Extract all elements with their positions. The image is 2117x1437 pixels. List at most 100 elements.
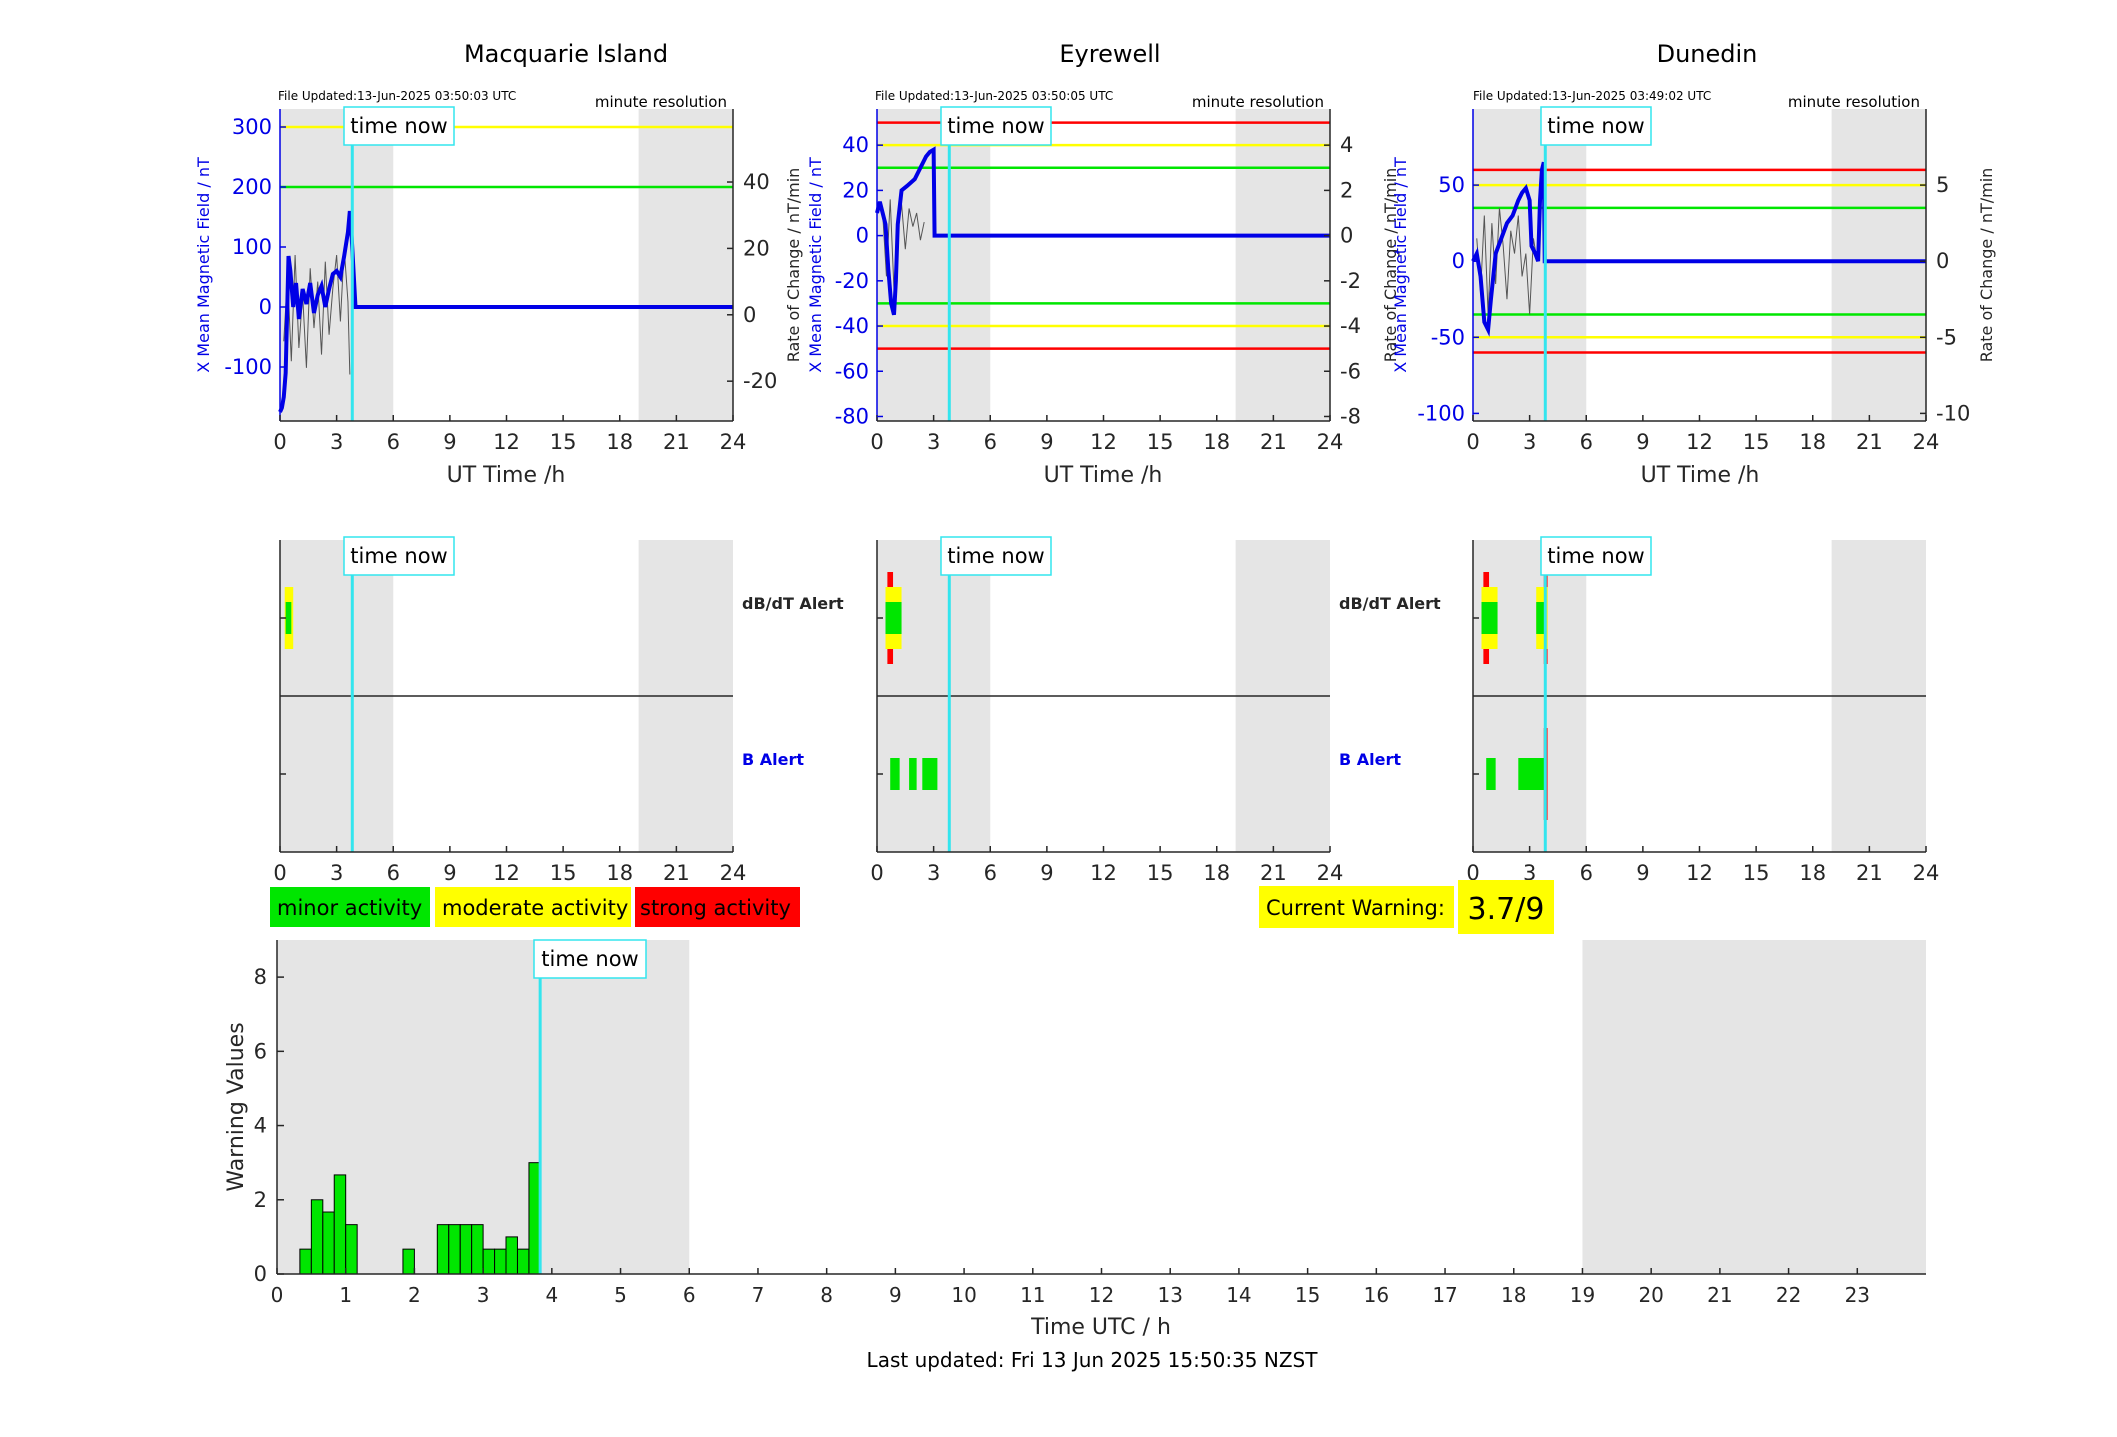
x-tick-label: 11 xyxy=(1020,1283,1045,1307)
y-tick-label: 4 xyxy=(254,1114,267,1138)
time-now-label: time now xyxy=(1547,544,1644,568)
x-tick-label: 24 xyxy=(720,861,747,885)
rate-of-change-line xyxy=(1476,207,1538,315)
x-axis-label: UT Time /h xyxy=(1044,463,1163,488)
time-now-label: time now xyxy=(1547,114,1644,138)
warning-bar xyxy=(299,1248,312,1275)
x-tick-label: 6 xyxy=(1580,430,1593,454)
y2-tick-label: 5 xyxy=(1936,173,1949,197)
y-tick-label: 0 xyxy=(259,295,272,319)
current-warning-value-box xyxy=(1458,880,1554,934)
y-tick-label: 300 xyxy=(232,115,272,139)
x-tick-label: 15 xyxy=(1147,861,1174,885)
legend-strong-swatch xyxy=(635,887,800,927)
activity-legend: minor activity moderate activity strong … xyxy=(270,887,800,927)
x-field-line xyxy=(875,146,1330,316)
time-now-label: time now xyxy=(350,544,447,568)
x-tick-label: 3 xyxy=(927,430,940,454)
macquarie-alert-chart: 0 3 6 9 12 15 18 21 24 time now dB/dT Alert B Al… xyxy=(273,536,844,885)
y-tick-label: -40 xyxy=(835,314,869,338)
x-tick-label: 10 xyxy=(951,1283,976,1307)
x-tick-label: 12 xyxy=(493,430,520,454)
x-tick-label: 6 xyxy=(387,430,400,454)
night-shade xyxy=(638,109,733,421)
x-tick-label: 9 xyxy=(889,1283,902,1307)
dunedin-alert-chart: 0 3 6 9 12 15 18 21 24 time now xyxy=(1466,536,1940,885)
x-tick-label: 21 xyxy=(1856,430,1883,454)
x-tick-label: 15 xyxy=(550,430,577,454)
legend-moderate-label: moderate activity xyxy=(442,896,628,920)
warning-bar xyxy=(505,1236,518,1275)
x-tick-label: 18 xyxy=(1799,861,1826,885)
y2-tick-label: -4 xyxy=(1340,314,1361,338)
time-now-box xyxy=(1540,536,1652,576)
time-now-box xyxy=(940,106,1052,146)
y-tick-label: 0 xyxy=(856,224,869,248)
b-alert-block xyxy=(922,758,938,790)
x-tick-label: 6 xyxy=(387,861,400,885)
x-tick-label: 3 xyxy=(1523,430,1536,454)
dbdt-alert-block xyxy=(1536,602,1545,634)
warning-bar xyxy=(345,1224,358,1275)
y2-tick-label: 0 xyxy=(743,303,756,327)
x-tick-label: 21 xyxy=(663,861,690,885)
night-shade xyxy=(280,109,394,421)
file-updated: File Updated:13-Jun-2025 03:49:02 UTC xyxy=(1473,89,1711,103)
y2-tick-label: -20 xyxy=(743,369,777,393)
x-tick-label: 9 xyxy=(1636,861,1649,885)
time-now-box xyxy=(343,536,455,576)
x-tick-label: 21 xyxy=(1707,1283,1732,1307)
y-tick-label: -20 xyxy=(835,269,869,293)
resolution-label: minute resolution xyxy=(1788,93,1920,111)
y2-axis-label: Rate of Change / nT/min xyxy=(784,168,803,363)
x-axis-label: UT Time /h xyxy=(1641,463,1760,488)
y2-tick-label: 2 xyxy=(1340,178,1353,202)
x-tick-label: 0 xyxy=(1466,430,1479,454)
y2-tick-label: 0 xyxy=(1936,249,1949,273)
x-tick-label: 21 xyxy=(1260,861,1287,885)
x-tick-label: 24 xyxy=(1913,861,1940,885)
x-tick-label: 18 xyxy=(1203,430,1230,454)
y-axis-label: Warning Values xyxy=(224,1022,249,1191)
x-tick-label: 24 xyxy=(1317,861,1344,885)
y2-tick-label: 20 xyxy=(743,236,770,260)
x-tick-label: 9 xyxy=(1040,430,1053,454)
y-tick-label: -80 xyxy=(835,404,869,428)
x-tick-label: 18 xyxy=(1799,430,1826,454)
legend-strong-label: strong activity xyxy=(640,896,791,920)
x-tick-label: 16 xyxy=(1364,1283,1389,1307)
y-tick-label: 200 xyxy=(232,175,272,199)
warning-bar xyxy=(402,1248,415,1275)
y-tick-label: 50 xyxy=(1438,173,1465,197)
y-tick-label: -100 xyxy=(224,355,272,379)
x-tick-label: 13 xyxy=(1157,1283,1182,1307)
x-tick-label: 3 xyxy=(1523,861,1536,885)
y2-tick-label: -2 xyxy=(1340,269,1361,293)
dbdt-alert-label: dB/dT Alert xyxy=(1339,594,1441,613)
y-tick-label: 0 xyxy=(254,1262,267,1286)
x-tick-label: 20 xyxy=(1638,1283,1663,1307)
current-warning-label: Current Warning: xyxy=(1266,896,1445,920)
time-now-label: time now xyxy=(350,114,447,138)
y-tick-label: -100 xyxy=(1417,401,1465,425)
x-axis-label: UT Time /h xyxy=(447,463,566,488)
dbdt-alert-label: dB/dT Alert xyxy=(742,594,844,613)
b-alert-block xyxy=(890,758,900,790)
x-tick-label: 0 xyxy=(870,430,883,454)
x-tick-label: 23 xyxy=(1845,1283,1870,1307)
resolution-label: minute resolution xyxy=(595,93,727,111)
x-tick-label: 6 xyxy=(683,1283,696,1307)
time-now-box xyxy=(533,939,647,979)
x-tick-label: 18 xyxy=(1501,1283,1526,1307)
legend-minor-label: minor activity xyxy=(277,896,422,920)
y2-tick-label: 40 xyxy=(743,170,770,194)
y2-axis-label: Rate of Change / nT/min xyxy=(1381,168,1400,363)
x-axis-label: Time UTC / h xyxy=(1030,1315,1171,1340)
x-tick-label: 12 xyxy=(493,861,520,885)
dbdt-alert-block xyxy=(885,602,902,634)
legend-minor-swatch xyxy=(270,887,430,927)
x-tick-label: 22 xyxy=(1776,1283,1801,1307)
chart-title: Eyrewell xyxy=(1059,40,1160,68)
last-updated: Last updated: Fri 13 Jun 2025 15:50:35 N… xyxy=(867,1348,1319,1372)
